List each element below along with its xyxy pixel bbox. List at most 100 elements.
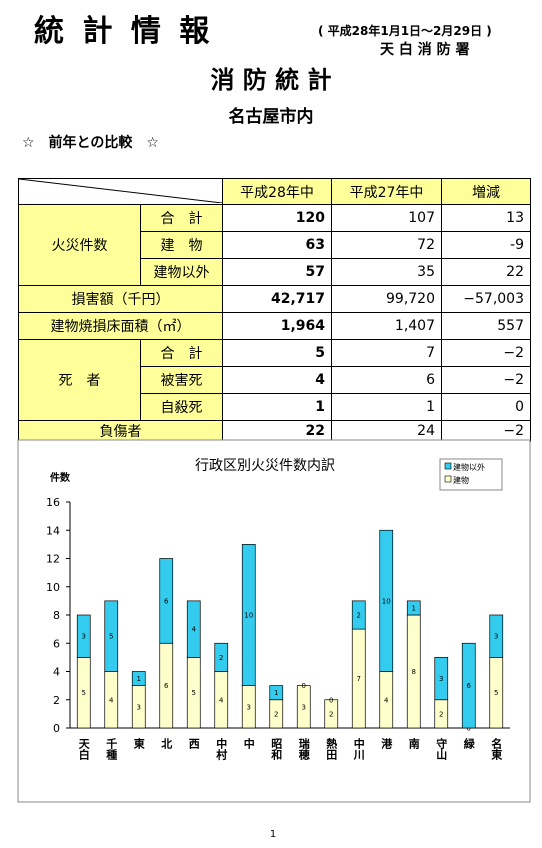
x-tick-label: 北 (160, 737, 173, 750)
value-label: 5 (494, 689, 498, 697)
bar-segment (76, 614, 91, 658)
cell: 99,720 (331, 285, 442, 313)
row: 死 者合 計 5 7 −2 (18, 339, 531, 421)
x-tick-label: 熱田 (325, 737, 338, 761)
value-label: 3 (247, 703, 251, 711)
legend-swatch (444, 475, 452, 483)
cell: 5 (222, 339, 332, 367)
bar-segment (241, 544, 256, 686)
value-label: 2 (329, 710, 333, 718)
y-tick-label: 6 (53, 637, 60, 650)
y-tick-label: 12 (46, 553, 60, 566)
section: ☆ 前年との比較 ☆ (22, 135, 159, 151)
value-label: 2 (219, 654, 223, 662)
subtitle: 消 防 統 計 (210, 66, 332, 94)
bar-segment (324, 699, 339, 729)
cell: 107 (331, 204, 442, 232)
y-axis-label: 件数 (50, 471, 71, 484)
row: 自殺死 1 1 0 (19, 393, 531, 421)
value-label: 5 (82, 689, 86, 697)
row: 建物以外 57 35 22 (19, 258, 531, 286)
bar-segment (159, 558, 174, 644)
x-tick-label: 中村 (215, 737, 228, 761)
period: ( 平成28年1月1日～2月29日 ) (318, 24, 492, 38)
value-label: 4 (384, 696, 389, 704)
bar-segment (186, 600, 201, 658)
cell: 死 者 (18, 339, 141, 421)
y-tick-label: 8 (53, 609, 60, 622)
legend-label: 建物以外 (453, 462, 485, 472)
bar-segment (104, 600, 119, 672)
value-label: 3 (82, 633, 86, 641)
cell: −2 (441, 366, 531, 394)
y-tick-label: 16 (46, 496, 60, 509)
y-tick-label: 0 (53, 722, 60, 735)
y-tick-label: 10 (46, 581, 60, 594)
value-label: 1 (137, 675, 141, 683)
cell: 建 物 (140, 231, 223, 259)
cell: 557 (441, 312, 531, 340)
cell: 被害死 (140, 366, 223, 394)
x-tick-label: 中 (242, 737, 255, 750)
x-tick-label: 瑞穂 (297, 737, 310, 761)
cell: 72 (331, 231, 442, 259)
bar-segment (434, 657, 449, 701)
value-label: 2 (274, 710, 278, 718)
x-tick-label: 昭和 (270, 738, 283, 761)
cell: 損害額（千円） (18, 285, 223, 313)
value-label: 4 (109, 696, 114, 704)
diagonal (19, 179, 222, 203)
row: 火災件数合 計 120 107 13 (18, 204, 531, 286)
value-label: 5 (109, 633, 113, 641)
bar-segment (461, 642, 476, 729)
value-label: 0 (329, 696, 333, 704)
bar-segment (379, 529, 394, 672)
value-label: 6 (164, 682, 169, 690)
col-header: 増減 (441, 178, 531, 205)
y-tick-label: 14 (46, 524, 60, 537)
x-tick-label: 守山 (435, 737, 448, 761)
value-label: 6 (467, 682, 472, 690)
bar-segment (489, 614, 504, 658)
x-tick-label: 千種 (105, 737, 118, 761)
bar-segment (269, 685, 284, 701)
value-label: 2 (439, 710, 443, 718)
cell: 63 (222, 231, 332, 259)
cell: 13 (441, 204, 531, 232)
cell: 建物焼損床面積（㎡） (18, 312, 223, 340)
value-label: 1 (274, 689, 278, 697)
cell: −2 (441, 339, 531, 367)
x-tick-label: 緑 (462, 737, 475, 750)
x-tick-label: 名東 (490, 737, 503, 761)
cell: 6 (331, 366, 442, 394)
row: 損害額（千円） 42,717 99,720 −57,003 (18, 285, 531, 313)
cell: −57,003 (441, 285, 531, 313)
x-tick-label: 天白 (77, 738, 90, 761)
y-tick-label: 2 (53, 694, 60, 707)
chart-frame (17, 439, 531, 803)
cell: 1,964 (222, 312, 332, 340)
cell: 4 (222, 366, 332, 394)
cell: 火災件数 (18, 204, 141, 286)
value-label: 3 (137, 703, 141, 711)
value-label: 10 (244, 612, 253, 620)
corner (18, 178, 223, 205)
cell: 合 計 (140, 339, 223, 367)
row: 建 物 63 72 -9 (19, 231, 531, 259)
row: 負傷者 22 24 −2 (18, 420, 531, 442)
value-label: 10 (382, 597, 391, 605)
row: 被害死 4 6 −2 (19, 366, 531, 394)
area: 名古屋市内 (228, 107, 314, 127)
x-tick-label: 西 (187, 738, 200, 750)
cell: 120 (222, 204, 332, 232)
cell: 建物以外 (140, 258, 223, 286)
x-tick-label: 東 (132, 737, 145, 750)
cell: 7 (331, 339, 442, 367)
cell: 42,717 (222, 285, 332, 313)
x-tick-label: 港 (380, 737, 393, 750)
value-label: 3 (302, 703, 306, 711)
value-label: 6 (164, 597, 169, 605)
value-label: 0 (467, 725, 471, 733)
